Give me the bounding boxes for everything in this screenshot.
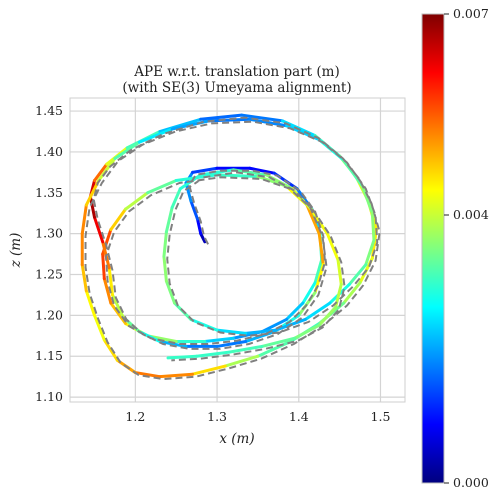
trajectory-segment	[158, 372, 195, 379]
trajectory-segment	[109, 207, 128, 232]
trajectory-segment	[88, 195, 97, 219]
trajectory-segment	[102, 338, 119, 362]
trajectory-segment	[293, 323, 321, 340]
y-tick-label: 1.40	[35, 144, 63, 159]
trajectory-segment	[93, 215, 105, 244]
trajectory-segment	[260, 336, 297, 348]
trajectory-segment	[158, 117, 203, 134]
trajectory-segment	[195, 350, 231, 358]
y-tick-label: 1.35	[35, 185, 63, 200]
trajectory-segment	[227, 344, 264, 354]
trajectory-segment	[199, 232, 207, 244]
trajectory-segment	[107, 266, 114, 297]
trajectory-segment	[364, 238, 376, 267]
trajectory-segment	[93, 162, 109, 183]
trajectory-segment	[215, 340, 248, 348]
trajectory-segment	[195, 217, 203, 236]
trajectory-segment	[240, 113, 284, 123]
colorbar-tick-label: 0.000	[453, 475, 489, 490]
trajectory-segment	[137, 127, 174, 144]
trajectory-estimate	[80, 113, 378, 379]
trajectory-segment	[256, 340, 293, 358]
trajectory-segment	[133, 371, 162, 379]
trajectory-segment	[285, 301, 305, 321]
trajectory-segment	[158, 340, 188, 348]
x-tick-label: 1.5	[371, 409, 391, 424]
x-tick-label: 1.2	[125, 409, 145, 424]
chart-subtitle: (with SE(3) Umeyama alignment)	[122, 80, 351, 96]
plot-area	[69, 97, 406, 403]
trajectory-segment	[189, 199, 199, 221]
trajectory-segment	[370, 211, 376, 242]
chart-title: APE w.r.t. translation part (m)	[133, 64, 339, 80]
trajectory-segment	[102, 277, 113, 305]
trajectory-segment	[303, 301, 332, 321]
trajectory-segment	[113, 140, 141, 160]
trajectory-segment	[317, 305, 338, 327]
y-tick-label: 1.45	[35, 103, 63, 118]
colorbar-tick-label: 0.007	[453, 6, 489, 21]
trajectory-segment	[189, 317, 219, 332]
trajectory-segment	[231, 168, 268, 177]
trajectory-segment	[84, 289, 97, 317]
y-tick-label: 1.25	[35, 267, 63, 282]
y-tick-label: 1.10	[35, 389, 63, 404]
trajectory-segment	[191, 166, 219, 174]
trajectory-segment	[207, 117, 252, 123]
trajectory-segment	[223, 354, 260, 368]
trajectory-segment	[164, 279, 177, 305]
trajectory-segment	[162, 255, 168, 283]
trajectory-segment	[97, 156, 117, 183]
trajectory-segment	[301, 281, 317, 305]
y-tick-label: 1.15	[35, 348, 63, 363]
trajectory-segment	[336, 258, 343, 286]
trajectory-segment	[342, 158, 365, 188]
trajectory-segment	[110, 293, 125, 319]
colorbar-tick-label: 0.004	[453, 207, 489, 222]
trajectory-segment	[191, 364, 227, 376]
trajectory-segment	[248, 117, 289, 128]
x-axis-ticks: 1.2 1.3 1.4 1.5	[125, 409, 390, 424]
plot-grid	[70, 98, 405, 402]
trajectory-segment	[347, 263, 368, 286]
colorbar	[421, 13, 445, 484]
trajectory-segment	[215, 173, 260, 178]
trajectory-segment	[162, 230, 168, 259]
trajectory-segment	[170, 187, 182, 210]
trajectory-segment	[93, 313, 106, 342]
trajectory-segment	[166, 354, 199, 360]
y-axis-label: z (m)	[8, 233, 24, 269]
trajectory-segment	[199, 168, 235, 177]
trajectory-segment	[199, 113, 244, 121]
y-tick-label: 1.30	[35, 226, 63, 241]
trajectory-segment	[248, 166, 276, 175]
trajectory-segment	[80, 263, 88, 293]
trajectory-segment	[80, 203, 88, 236]
trajectory-segment	[244, 330, 276, 344]
trajectory-segment	[215, 328, 248, 335]
trajectory-segment	[317, 232, 325, 267]
reference-trajectory	[84, 116, 381, 381]
trajectory-segment	[361, 184, 374, 215]
trajectory-segment	[146, 179, 178, 195]
colorbar-ticks: 0.000 0.004 0.007	[444, 6, 489, 490]
trajectory-segment	[101, 252, 106, 281]
trajectory-segment	[325, 232, 340, 262]
trajectory-segment	[164, 206, 174, 234]
x-tick-label: 1.4	[289, 409, 309, 424]
x-tick-label: 1.3	[207, 409, 227, 424]
trajectory-segment	[203, 336, 235, 344]
x-axis-label: x (m)	[219, 431, 254, 447]
trajectory-segment	[124, 191, 150, 211]
trajectory-segment	[313, 258, 324, 285]
y-tick-label: 1.20	[35, 307, 63, 322]
trajectory-segment	[109, 301, 128, 326]
trajectory-segment	[305, 203, 321, 236]
trajectory-segment	[342, 281, 362, 305]
y-axis-ticks: 1.10 1.15 1.20 1.25 1.30 1.35 1.40 1.45	[35, 103, 63, 404]
